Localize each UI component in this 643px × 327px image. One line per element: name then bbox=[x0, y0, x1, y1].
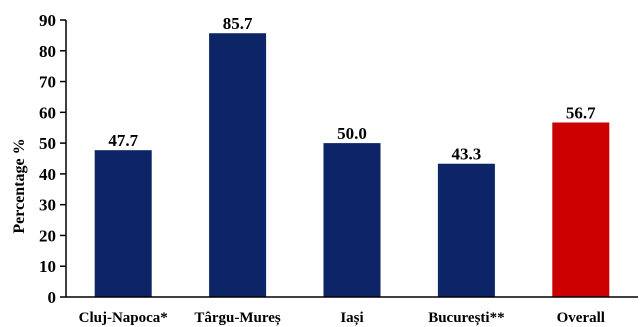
bar-value-label: 85.7 bbox=[223, 14, 253, 33]
y-tick-label: 50 bbox=[39, 134, 56, 153]
bar bbox=[323, 143, 381, 297]
bar-value-label: 47.7 bbox=[108, 131, 138, 150]
bar-value-label: 50.0 bbox=[337, 124, 367, 143]
category-label: Cluj-Napoca* bbox=[79, 310, 168, 326]
bar bbox=[209, 33, 267, 298]
bar bbox=[552, 122, 610, 298]
y-tick-label: 60 bbox=[39, 103, 56, 122]
data-labels: 47.7 85.7 50.0 43.3 56.7 bbox=[108, 14, 596, 163]
y-tick-label: 90 bbox=[39, 11, 56, 30]
y-axis-ticks: 0 10 20 30 40 50 60 70 80 90 bbox=[39, 11, 66, 307]
bars bbox=[94, 33, 610, 298]
y-tick-label: 40 bbox=[39, 165, 56, 184]
bar bbox=[437, 163, 495, 297]
y-tick-label: 30 bbox=[39, 196, 56, 215]
y-tick-label: 10 bbox=[39, 257, 56, 276]
y-tick-label: 0 bbox=[48, 288, 57, 307]
category-label: Târgu-Mureș bbox=[194, 310, 281, 326]
y-tick-label: 70 bbox=[39, 73, 56, 92]
y-tick-label: 80 bbox=[39, 42, 56, 61]
category-label: Iași bbox=[340, 310, 363, 326]
bar-value-label: 56.7 bbox=[566, 103, 596, 122]
bar-value-label: 43.3 bbox=[452, 145, 482, 164]
category-labels: Cluj-Napoca* Târgu-Mureș Iași București** Ov… bbox=[79, 310, 605, 326]
category-label: Overall bbox=[557, 310, 605, 326]
bar bbox=[94, 150, 152, 297]
y-tick-label: 20 bbox=[39, 226, 56, 245]
category-label: București** bbox=[428, 310, 504, 326]
y-axis-title: Percentage % bbox=[11, 138, 28, 233]
